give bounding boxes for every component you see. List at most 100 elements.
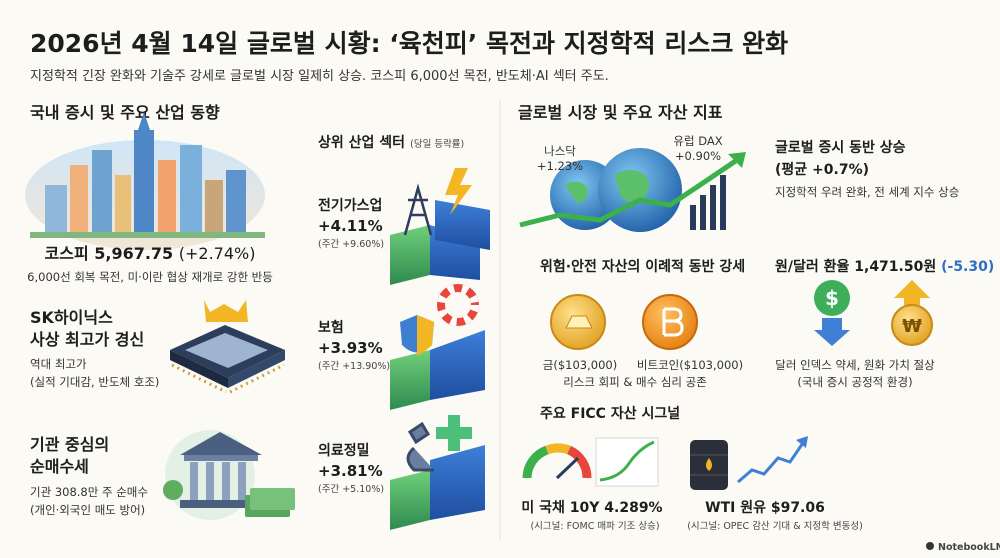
- ficc-title: 주요 FICC 자산 시그널: [540, 405, 680, 422]
- fx-note: (국내 증시 공정적 환경): [797, 375, 912, 389]
- sector-change: +4.11%: [318, 217, 383, 235]
- bank-illustration-part: [222, 462, 230, 500]
- institution-title: 순매수세: [30, 457, 89, 476]
- nasdaq-change: +1.23%: [537, 159, 583, 173]
- nasdaq-name: 나스닥: [544, 144, 576, 158]
- bank-illustration-part: [206, 462, 214, 500]
- globe-illustration-part: [615, 170, 649, 202]
- bank-illustration-part: [238, 462, 246, 500]
- section-title: 글로벌 시장 및 주요 자산 지표: [518, 103, 723, 122]
- global-summary-note: 지정학적 우려 완화, 전 세계 지수 상승: [775, 185, 959, 199]
- ficc-label: 미 국채 10Y 4.289%: [521, 500, 662, 516]
- assets-note: 리스크 회피 & 매수 심리 공존: [563, 375, 707, 389]
- bank-illustration-part: [190, 462, 198, 500]
- dax-name: 유럽 DAX: [673, 134, 722, 148]
- city-illustration-part: [70, 165, 88, 235]
- chip-illustration-part: [228, 350, 285, 388]
- gold-coin-part: [565, 315, 593, 329]
- medical-icon-part: [430, 445, 485, 520]
- bond-icon: [522, 437, 659, 487]
- fx-rate: 원/달러 환율 1,471.50원: [775, 258, 936, 275]
- city-illustration-part: [226, 170, 246, 235]
- city-illustration-part: [115, 175, 131, 235]
- chip-illustration-part: [171, 363, 227, 394]
- city-illustration: [25, 112, 265, 250]
- bond-icon-part: [599, 440, 655, 482]
- dollar-icon-part: $: [825, 286, 839, 310]
- insurance-icon-part: [390, 350, 430, 410]
- chip-illustration-part: [229, 363, 285, 394]
- sector-change: +3.93%: [318, 339, 383, 357]
- fx-note: 달러 인덱스 약세, 원화 가치 절상: [775, 358, 935, 372]
- chip-illustration: [170, 300, 285, 394]
- medical-icon: [390, 415, 485, 530]
- global-summary-title: (평균 +0.7%): [775, 161, 869, 178]
- ficc-note: (시그널: OPEC 감산 기대 & 지정학 변동성): [687, 520, 863, 532]
- power-icon-part: [390, 225, 430, 285]
- oil-icon: [690, 436, 808, 490]
- medical-icon-part: [390, 470, 430, 530]
- sector-name: 전기가스업: [318, 197, 382, 214]
- insurance-icon: [390, 284, 485, 410]
- sector-weekly: (주간 +13.90%): [318, 361, 390, 372]
- hynix-title: SK하이닉스: [30, 308, 113, 327]
- city-illustration-part: [45, 185, 67, 235]
- bitcoin-coin: [642, 294, 698, 350]
- bank-illustration: [163, 430, 295, 520]
- city-illustration-part: [30, 232, 265, 238]
- ficc-note: (시그널: FOMC 매파 기조 상승): [530, 521, 659, 532]
- city-illustration-part: [134, 130, 154, 235]
- institution-note: (개인·외국인 매도 방어): [30, 503, 145, 517]
- sectors-title: 상위 산업 섹터: [318, 134, 405, 151]
- gold-coin: [550, 294, 606, 350]
- bond-icon-part: [555, 456, 580, 480]
- chip-illustration-part: [204, 300, 248, 322]
- dollar-icon: $: [814, 280, 850, 346]
- section-title: 국내 증시 및 주요 산업 동향: [30, 103, 220, 122]
- sector-weekly: (주간 +9.60%): [318, 239, 384, 250]
- city-illustration-part: [205, 180, 223, 235]
- dollar-icon-part: [814, 318, 850, 346]
- kospi-change: (+2.74%): [179, 244, 256, 263]
- asset-label: 비트코인($103,000): [637, 358, 743, 372]
- globe-illustration-part: [519, 155, 742, 228]
- power-icon-part: [403, 183, 433, 236]
- insurance-icon-part: [417, 315, 434, 356]
- bank-illustration-part: [163, 480, 183, 500]
- hynix-title: 사상 최고가 경신: [30, 330, 144, 349]
- sector-change: +3.81%: [318, 462, 383, 480]
- insurance-icon-part: [437, 284, 479, 326]
- sector-name: 의료정밀: [318, 442, 370, 459]
- assets-title: 위험·안전 자산의 이례적 동반 강세: [540, 258, 745, 275]
- oil-icon-part: [796, 436, 808, 448]
- city-illustration-part: [92, 150, 112, 235]
- fx-title: 원/달러 환율 1,471.50원 (-5.30): [775, 258, 994, 275]
- city-illustration-part: [180, 145, 202, 235]
- oil-icon-part: [737, 439, 807, 484]
- globe-illustration-part: [720, 175, 726, 230]
- chip-illustration-part: [170, 350, 228, 388]
- globe-illustration-part: [565, 181, 588, 203]
- city-illustration-part: [138, 112, 150, 130]
- won-icon-part: [891, 304, 933, 346]
- fx-change: (-5.30): [941, 259, 994, 275]
- title: 2026년 4월 14일 글로벌 시황: ‘육천피’ 목전과 지정학적 리스크 …: [30, 29, 788, 58]
- won-icon-part: [894, 280, 930, 305]
- bank-illustration-part: [250, 488, 295, 510]
- medical-icon-part: [436, 415, 472, 451]
- bank-illustration-part: [180, 432, 262, 455]
- bank-illustration-part: [184, 455, 258, 461]
- bitcoin-coin-part: [662, 307, 684, 337]
- globe-illustration-part: [690, 205, 696, 230]
- brand: NotebookLM: [938, 542, 1000, 553]
- kospi-index: 코스피 5,967.75: [45, 244, 174, 263]
- globe-illustration: [519, 148, 746, 232]
- power-icon: [390, 168, 490, 285]
- power-icon-part: [445, 168, 472, 215]
- insurance-icon-part: [430, 330, 485, 400]
- bond-icon-part: [545, 443, 571, 455]
- institution-title: 기관 중심의: [30, 435, 109, 454]
- bond-icon-part: [522, 445, 549, 479]
- sector-name: 보험: [318, 319, 344, 336]
